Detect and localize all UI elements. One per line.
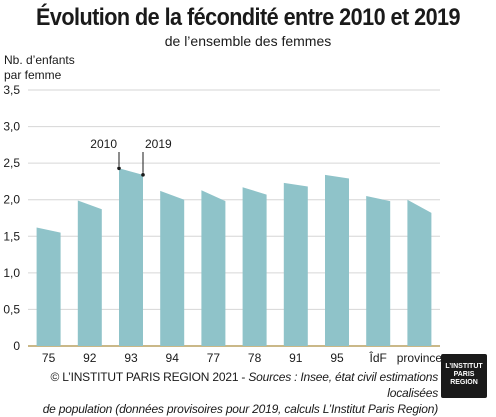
y-tick-label: 1,0 [3,266,20,280]
y-tick-label: 2,5 [3,156,20,170]
chart-subtitle: de l’ensemble des femmes [164,33,332,49]
annotation-2019-dot [141,173,145,177]
x-axis-ticks: 75 92 93 94 77 78 91 95 ÎdF province [42,350,442,365]
x-tick-label: province [397,351,443,365]
y-tick-label: 0 [13,339,20,353]
logo-line3: REGION [450,379,478,386]
x-tick-label: 92 [83,351,97,365]
bar-77 [201,190,226,346]
x-tick-label: 94 [166,351,180,365]
bar-91 [283,182,308,346]
institut-logo: L’INSTITUT PARIS REGION [441,354,487,398]
bar-95 [325,174,349,346]
y-tick-label: 1,5 [3,229,20,243]
footer-source: © L’INSTITUT PARIS REGION 2021 - Sources… [30,369,439,417]
x-tick-label: 93 [124,351,138,365]
y-tick-label: 2,0 [3,193,20,207]
annotation-2010-label: 2010 [90,137,117,151]
y-tick-label: 0,5 [3,302,20,316]
x-tick-label: 91 [289,351,303,365]
x-tick-label: 77 [207,351,221,365]
x-tick-label: ÎdF [369,350,387,365]
x-tick-label: 75 [42,351,56,365]
y-axis-ticks: 0 0,5 1,0 1,5 2,0 2,5 3,0 3,5 [3,83,20,353]
logo-line2: PARIS [453,371,475,378]
bar-78 [242,187,267,346]
chart-title: Évolution de la fécondité entre 2010 et … [35,4,461,31]
footer-copyright: © L’INSTITUT PARIS REGION 2021 - [50,370,249,384]
annotation-2010-dot [117,166,121,171]
x-tick-label: 95 [330,351,344,365]
footer-sources-line1: Sources : Insee, état civil estimations … [248,370,438,400]
y-tick-label: 3,0 [3,120,20,134]
bar-75 [36,227,61,346]
bars [36,168,432,346]
bar-92 [77,200,102,346]
bar-93 [119,168,143,346]
logo-line1: L’INSTITUT [445,363,483,370]
year-annotations: 2010 2019 [90,137,172,177]
y-axis-unit-label: Nb. d’enfants par femme [4,53,94,83]
bar-province [407,199,432,346]
bar-ÎdF [366,196,391,346]
y-tick-label: 3,5 [3,83,20,97]
fertility-chart: 0 0,5 1,0 1,5 2,0 2,5 3,0 3,5 75 92 93 94 77 78 91 95 Î… [3,83,442,365]
y-axis-unit-line1: Nb. d’enfants [4,53,75,67]
footer-sources-line2: de population (données provisoires pour … [42,402,439,416]
annotation-2019-label: 2019 [145,137,172,151]
y-axis-unit-line2: par femme [4,68,62,82]
bar-94 [160,190,185,346]
x-tick-label: 78 [248,351,262,365]
